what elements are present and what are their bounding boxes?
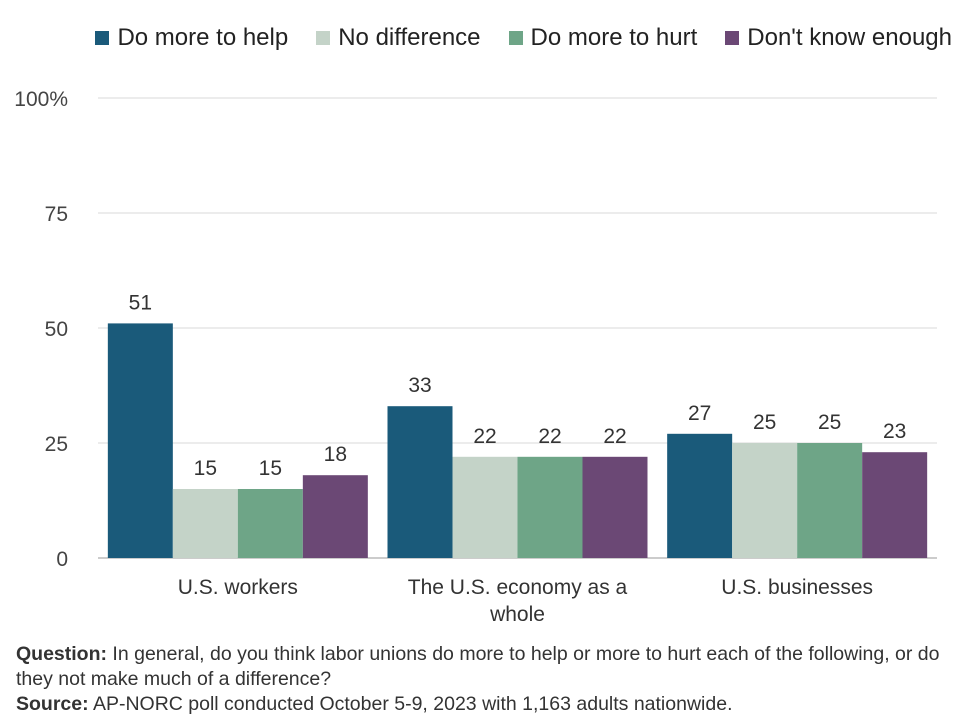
legend-item-hurt: Do more to hurt — [508, 24, 698, 52]
legend-label-hurt: Do more to hurt — [530, 24, 698, 51]
bar-value-label: 18 — [324, 443, 347, 466]
bar — [302, 475, 368, 558]
bar-chart: 0 25 50 75 100% 51 15 15 18 U.S. workers 33 22 22 22 T… — [14, 88, 937, 626]
bar — [862, 452, 928, 558]
source-text: AP-NORC poll conducted October 5-9, 2023… — [88, 693, 733, 715]
question-note: Question: In general, do you think labor… — [16, 642, 964, 692]
source-note: Source: AP-NORC poll conducted October 5… — [16, 692, 964, 717]
y-tick-label: 75 — [45, 203, 68, 226]
legend-swatch-hurt — [508, 31, 523, 45]
x-category-label: U.S. workers — [178, 576, 298, 599]
bar — [667, 433, 733, 558]
legend-item-no-difference: No difference — [316, 24, 481, 52]
legend-label-no-difference: No difference — [338, 24, 481, 51]
bar — [732, 443, 798, 558]
bar — [387, 406, 453, 558]
bar-value-label: 27 — [688, 402, 711, 425]
bar-value-label: 51 — [129, 291, 152, 314]
y-tick-label: 0 — [56, 548, 68, 571]
legend-label-help: Do more to help — [117, 24, 289, 51]
bar-value-label: 25 — [753, 411, 776, 434]
bar — [172, 489, 238, 558]
bar — [797, 443, 863, 558]
bar — [582, 456, 648, 558]
legend-item-help: Do more to help — [95, 24, 288, 52]
bar-value-label: 25 — [818, 411, 841, 434]
bar-value-label: 23 — [883, 420, 906, 443]
bar-value-label: 22 — [473, 425, 496, 448]
x-category-label: The U.S. economy as a — [408, 576, 628, 599]
legend-label-dont-know: Don't know enough — [747, 24, 952, 51]
x-category-label: U.S. businesses — [721, 576, 873, 599]
legend-swatch-no-difference — [316, 31, 331, 45]
legend-swatch-help — [95, 31, 110, 45]
legend-item-dont-know: Don't know enough — [725, 24, 952, 52]
y-tick-label: 100% — [14, 88, 68, 111]
bar-value-label: 15 — [194, 457, 217, 480]
y-tick-label: 25 — [45, 433, 68, 456]
y-tick-label: 50 — [45, 318, 68, 341]
source-label: Source: — [16, 693, 89, 715]
legend: Do more to help No difference Do more to… — [95, 24, 952, 52]
chart-footer: Question: In general, do you think labor… — [16, 642, 964, 717]
question-label: Question: — [16, 643, 107, 665]
bar — [107, 323, 173, 558]
bar — [517, 456, 583, 558]
bar — [452, 456, 518, 558]
question-text: In general, do you think labor unions do… — [16, 643, 940, 690]
x-category-label: whole — [489, 603, 545, 626]
bar-value-label: 33 — [408, 374, 431, 397]
bar-value-label: 15 — [259, 457, 282, 480]
bar — [237, 489, 303, 558]
bar-value-label: 22 — [603, 425, 626, 448]
bar-value-label: 22 — [538, 425, 561, 448]
legend-swatch-dont-know — [725, 31, 740, 45]
